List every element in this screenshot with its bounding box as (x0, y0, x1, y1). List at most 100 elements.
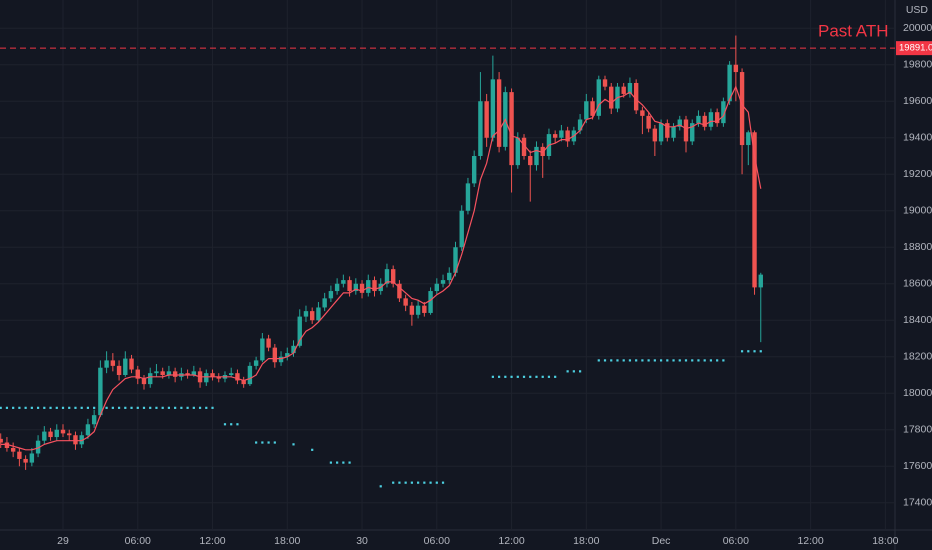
candle-body (384, 269, 390, 284)
candle-body (23, 458, 28, 463)
support-dot (348, 461, 351, 464)
support-dot (130, 406, 133, 409)
x-tick-label: 18:00 (872, 535, 898, 547)
candle-body (596, 79, 601, 116)
candle-body (640, 110, 645, 116)
candle-body (42, 431, 47, 441)
support-dot (547, 375, 551, 378)
support-dot (230, 423, 233, 426)
candle-body (478, 101, 483, 156)
candle-body (35, 440, 41, 454)
support-dot (684, 359, 688, 362)
support-dot (554, 375, 557, 378)
candle-body (110, 360, 116, 366)
candle-body (690, 123, 695, 142)
y-tick-label: 18000.0 (903, 387, 932, 399)
candle-body (752, 132, 757, 288)
candle-body (758, 274, 763, 288)
candle-body (235, 373, 240, 381)
support-dot (653, 359, 656, 362)
support-dot (641, 359, 644, 362)
support-dot (0, 406, 2, 409)
candle-body (646, 115, 651, 129)
x-tick-label: 06:00 (125, 535, 151, 547)
candle-body (528, 156, 533, 166)
support-dot (491, 375, 494, 378)
candle-body (714, 112, 720, 124)
support-dot (417, 481, 420, 484)
support-dot (142, 406, 146, 409)
support-dot (49, 406, 52, 409)
candle-body (390, 269, 396, 284)
support-dot (392, 481, 395, 484)
ath-label: 19891.0 (899, 43, 932, 54)
candle-body (627, 83, 633, 94)
candle-body (185, 373, 190, 375)
x-tick-label: 29 (57, 535, 69, 547)
support-dot (753, 350, 756, 353)
y-tick-label: 20000.0 (903, 22, 932, 34)
candle-body (10, 448, 16, 452)
unit-label: USD (906, 4, 929, 16)
support-dot (410, 481, 413, 484)
candle-body (633, 83, 639, 111)
support-dot (329, 461, 332, 464)
support-dot (267, 441, 270, 444)
support-dot (498, 375, 501, 378)
candle-body (590, 101, 595, 116)
support-dot (61, 406, 65, 409)
y-tick-label: 18800.0 (903, 241, 932, 253)
candle-body (172, 371, 178, 377)
annotation: Past ATH (818, 22, 889, 41)
support-dot (603, 359, 607, 362)
candle-body (316, 307, 321, 321)
support-dot (161, 406, 164, 409)
candle-body (440, 280, 446, 284)
candle-body (447, 272, 452, 281)
support-dot (55, 406, 58, 409)
support-dot (30, 406, 33, 409)
candle-body (48, 431, 53, 438)
support-dot (93, 406, 96, 409)
candle-body (434, 283, 439, 292)
support-dot (174, 406, 177, 409)
candle-body (353, 283, 359, 292)
support-dot (566, 370, 569, 373)
candle-body (241, 380, 246, 385)
y-tick-label: 18400.0 (903, 314, 932, 326)
candle-body (191, 371, 197, 375)
candle-body (104, 360, 109, 368)
candle-body (291, 345, 296, 354)
candle-body (123, 358, 128, 375)
moving-average (0, 85, 762, 451)
candle-body (409, 305, 415, 315)
candle-body (665, 123, 670, 138)
y-tick-label: 18600.0 (903, 278, 932, 290)
support-dot (198, 406, 202, 409)
support-dot (192, 406, 195, 409)
support-dot (610, 359, 613, 362)
support-dot (516, 375, 519, 378)
candle-body (739, 72, 745, 146)
candle-body (465, 183, 471, 211)
support-dot (697, 359, 700, 362)
candle-body (733, 64, 739, 73)
support-dot (535, 375, 538, 378)
candle-body (540, 146, 545, 156)
support-dot (759, 350, 762, 353)
candle-body (73, 435, 78, 445)
candle-body (141, 378, 147, 385)
support-dot (379, 485, 382, 488)
candle-body (428, 291, 433, 313)
support-dot (24, 406, 27, 409)
support-dot (740, 350, 744, 353)
support-dot (510, 375, 513, 378)
support-dot (441, 481, 445, 484)
candle-body (85, 424, 91, 436)
candle-body (746, 132, 751, 146)
support-dot (522, 375, 526, 378)
ath-label-box (896, 41, 932, 56)
candle-body (584, 101, 589, 120)
